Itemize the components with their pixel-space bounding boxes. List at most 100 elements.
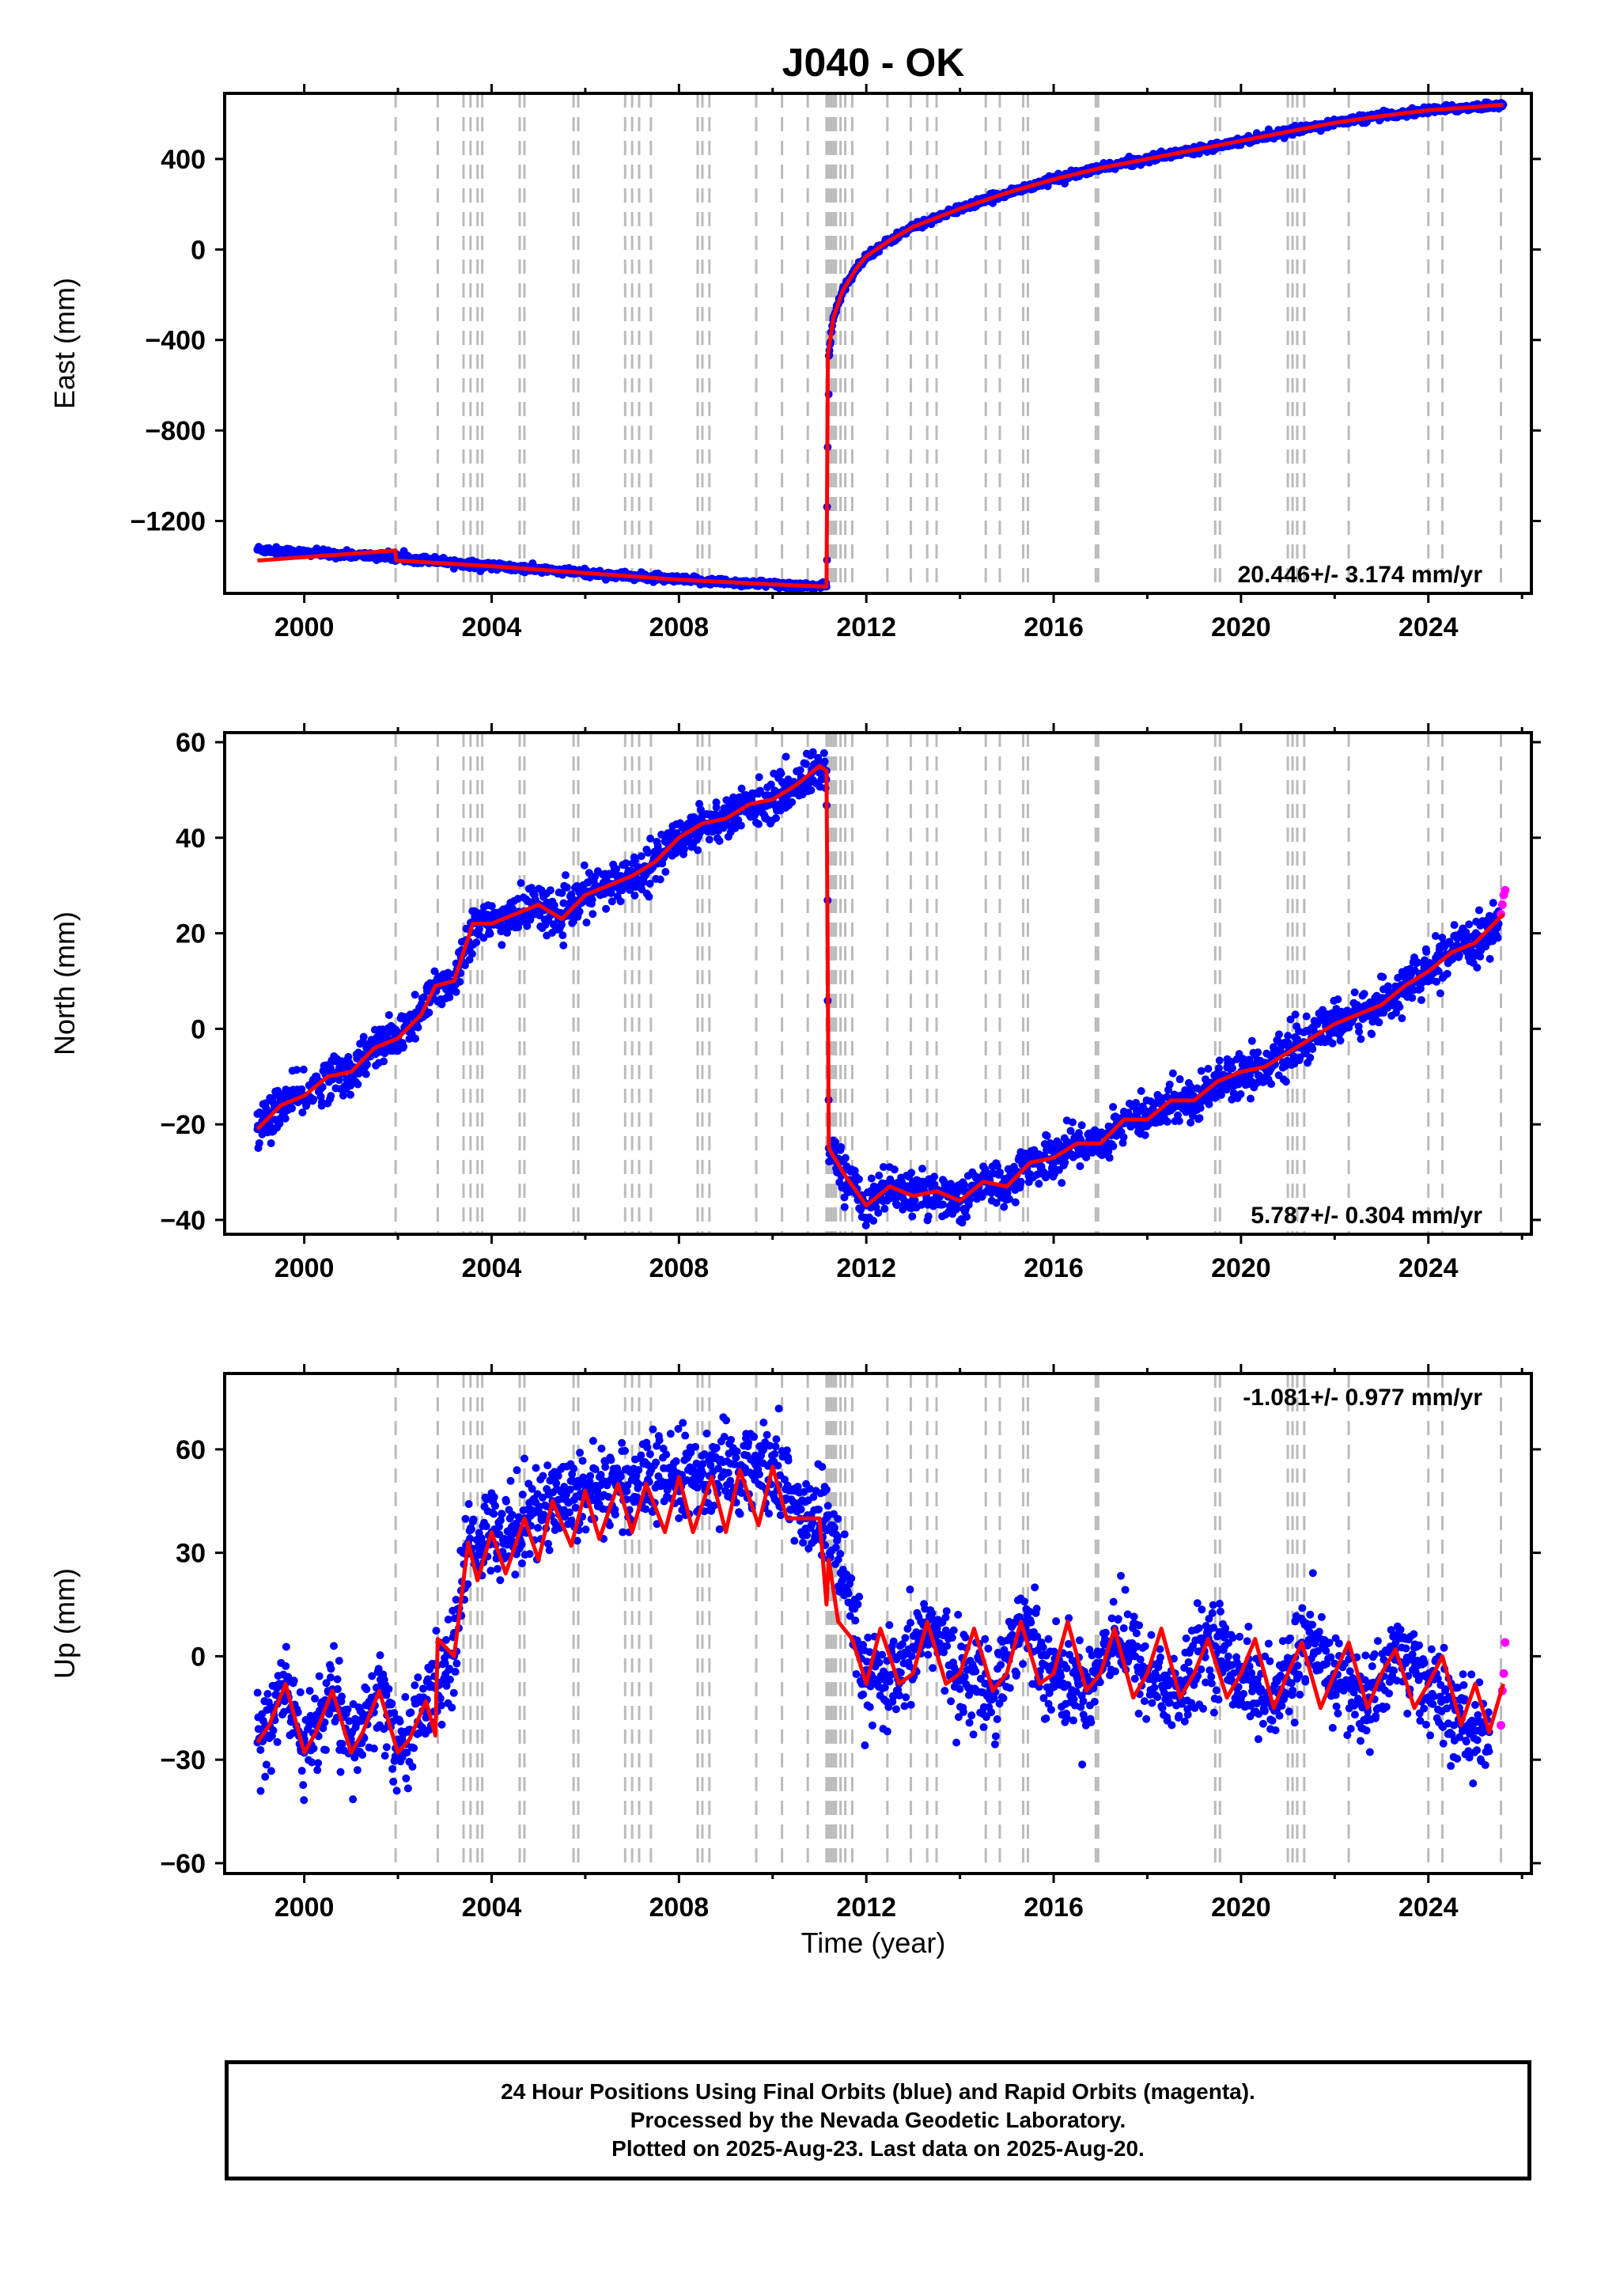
data-point [322, 1679, 331, 1688]
data-point [336, 1767, 345, 1776]
data-point [875, 1171, 884, 1180]
data-point [300, 548, 308, 557]
data-point [1168, 1069, 1177, 1078]
data-point [1368, 1030, 1376, 1039]
data-point [335, 1076, 343, 1085]
data-point [1353, 1001, 1361, 1010]
data-point [1394, 973, 1402, 982]
data-point [546, 886, 554, 895]
panel-east: 2000 2004 2008 2012 2016 2020 2024−1200−800−40… [48, 84, 1541, 642]
data-point [1360, 990, 1368, 998]
data-point [354, 1080, 362, 1089]
data-point [796, 766, 804, 775]
data-point [1246, 1094, 1255, 1103]
data-point [315, 1672, 324, 1680]
data-point [1391, 1008, 1400, 1017]
y-tick-label: −40 [160, 1206, 206, 1236]
data-point [293, 1708, 302, 1717]
data-point [1032, 1170, 1041, 1179]
data-point [1395, 1002, 1404, 1011]
model-line-north [255, 763, 1505, 1208]
data-point [1379, 972, 1387, 981]
data-point [414, 1023, 422, 1032]
data-point [1455, 951, 1463, 960]
data-point [561, 871, 570, 880]
data-point [1450, 921, 1459, 930]
data-point [384, 1010, 393, 1019]
data-point [1334, 995, 1342, 1004]
data-point [256, 1786, 265, 1795]
data-point [1355, 1028, 1364, 1036]
data-point [1286, 1015, 1295, 1024]
data-point [311, 1694, 320, 1703]
chart-title: J040 - OK [782, 40, 965, 85]
x-tick-label: 2016 [1024, 612, 1084, 642]
data-point [653, 842, 662, 851]
data-point [339, 1091, 347, 1100]
data-point [361, 1070, 370, 1078]
data-point [1215, 1056, 1224, 1065]
data-point [1433, 977, 1441, 986]
data-point [644, 848, 653, 857]
data-point [330, 1642, 339, 1650]
data-point [1436, 989, 1444, 998]
data-point [1247, 1036, 1256, 1045]
x-tick-label: 2024 [1399, 1253, 1459, 1283]
panel-north: 2000 2004 2008 2012 2016 2020 2024−40−20020406… [48, 723, 1541, 1283]
data-point [297, 1767, 306, 1775]
data-point [712, 803, 721, 812]
data-point [1473, 964, 1482, 972]
data-point [939, 1200, 948, 1209]
data-point [850, 1166, 859, 1175]
data-point [314, 1759, 323, 1767]
data-point [460, 961, 469, 970]
data-point [267, 1139, 275, 1148]
data-point [487, 902, 496, 911]
data-point [1336, 1036, 1345, 1045]
data-point [1228, 1064, 1237, 1073]
data-point [1408, 994, 1417, 1002]
data-point [353, 1054, 361, 1063]
data-point [345, 1717, 354, 1726]
data-point [338, 1740, 346, 1749]
data-point [514, 923, 523, 932]
data-point [646, 834, 655, 843]
x-tick-label: 2020 [1211, 612, 1271, 642]
data-point [788, 798, 797, 806]
data-point [1205, 1100, 1213, 1108]
data-point [326, 1673, 335, 1682]
data-point [1109, 1142, 1118, 1150]
data-point [766, 780, 775, 789]
data-point [808, 748, 817, 756]
data-point [1486, 954, 1494, 963]
data-point [559, 942, 568, 950]
data-point [1462, 928, 1470, 937]
data-point [1417, 996, 1425, 1005]
data-point [1104, 1147, 1113, 1156]
data-point [1357, 1035, 1365, 1044]
data-point [253, 545, 262, 554]
data-point [656, 875, 664, 884]
data-point [558, 931, 567, 940]
data-point [841, 1154, 850, 1162]
data-point [657, 830, 666, 839]
data-point [588, 896, 596, 904]
data-point [523, 922, 532, 930]
data-point [645, 879, 654, 888]
data-point [1163, 1117, 1171, 1126]
y-tick-label: 0 [191, 235, 206, 265]
panel-up: 2000 2004 2008 2012 2016 2020 2024−60−3003060U… [48, 1364, 1541, 1923]
plot-area-east [253, 93, 1508, 593]
model-line-east [257, 102, 1504, 589]
data-point [908, 1212, 917, 1221]
data-point [1197, 1067, 1205, 1075]
plot-area-up [253, 1373, 1510, 1874]
data-point [867, 1174, 876, 1183]
y-tick-label: −800 [145, 416, 206, 446]
data-point [695, 799, 704, 808]
data-point [1398, 1014, 1406, 1023]
data-point [1077, 1121, 1086, 1130]
data-point [840, 1203, 849, 1211]
data-point [580, 861, 589, 870]
data-point [1196, 1104, 1205, 1112]
